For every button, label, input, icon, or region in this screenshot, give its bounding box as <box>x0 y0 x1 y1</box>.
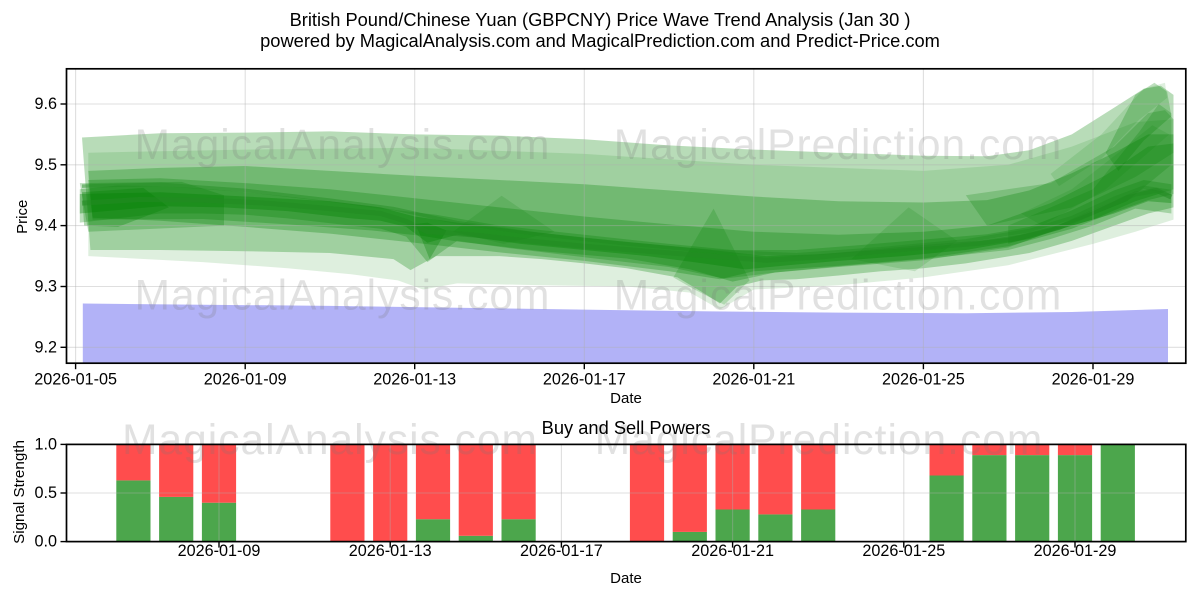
svg-text:2026-01-25: 2026-01-25 <box>862 542 945 560</box>
svg-text:9.5: 9.5 <box>34 156 57 174</box>
svg-text:1.0: 1.0 <box>34 435 57 453</box>
svg-text:MagicalPrediction.com: MagicalPrediction.com <box>614 273 1063 320</box>
svg-text:2026-01-21: 2026-01-21 <box>712 371 795 389</box>
svg-text:2026-01-09: 2026-01-09 <box>204 371 287 389</box>
svg-text:Date: Date <box>610 570 642 587</box>
svg-text:9.4: 9.4 <box>34 217 57 235</box>
svg-text:2026-01-29: 2026-01-29 <box>1034 542 1117 560</box>
svg-text:2026-01-17: 2026-01-17 <box>543 371 626 389</box>
svg-text:MagicalAnalysis.com: MagicalAnalysis.com <box>135 122 551 169</box>
svg-text:Signal Strength: Signal Strength <box>11 440 28 544</box>
svg-text:2026-01-09: 2026-01-09 <box>178 542 261 560</box>
svg-text:2026-01-25: 2026-01-25 <box>882 371 965 389</box>
svg-text:Price: Price <box>14 200 31 234</box>
svg-text:2026-01-17: 2026-01-17 <box>520 542 603 560</box>
svg-text:2026-01-13: 2026-01-13 <box>373 371 456 389</box>
svg-text:Buy and Sell Powers: Buy and Sell Powers <box>542 417 711 438</box>
svg-text:2026-01-21: 2026-01-21 <box>691 542 774 560</box>
svg-text:9.2: 9.2 <box>34 338 57 356</box>
svg-text:powered by MagicalAnalysis.com: powered by MagicalAnalysis.com and Magic… <box>260 30 940 51</box>
svg-text:British Pound/Chinese Yuan (GB: British Pound/Chinese Yuan (GBPCNY) Pric… <box>290 9 911 30</box>
svg-text:9.3: 9.3 <box>34 278 57 296</box>
svg-text:MagicalPrediction.com: MagicalPrediction.com <box>614 122 1063 169</box>
svg-text:2026-01-29: 2026-01-29 <box>1052 371 1135 389</box>
svg-text:0.0: 0.0 <box>34 533 57 551</box>
svg-text:Date: Date <box>610 390 642 407</box>
svg-text:2026-01-13: 2026-01-13 <box>349 542 432 560</box>
svg-text:9.6: 9.6 <box>34 95 57 113</box>
svg-text:MagicalAnalysis.com: MagicalAnalysis.com <box>122 417 538 464</box>
svg-text:2026-01-05: 2026-01-05 <box>34 371 117 389</box>
svg-text:MagicalAnalysis.com: MagicalAnalysis.com <box>135 273 551 320</box>
svg-text:MagicalPrediction.com: MagicalPrediction.com <box>595 417 1044 464</box>
svg-text:0.5: 0.5 <box>34 484 57 502</box>
